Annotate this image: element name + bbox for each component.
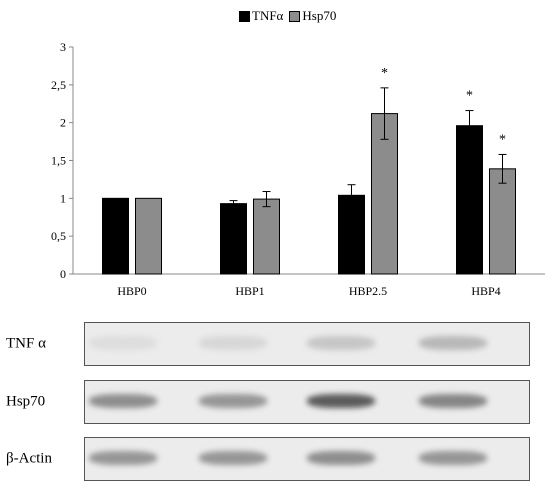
blot-row-hsp70: Hsp70 (0, 380, 550, 424)
y-tick-label: 3 (60, 40, 66, 54)
legend-item-hsp70: Hsp70 (289, 8, 336, 24)
legend: TNFα Hsp70 (239, 8, 342, 24)
x-tick-label: HBP1 (235, 284, 264, 298)
x-tick-label: HBP0 (117, 284, 146, 298)
y-tick-label: 0,5 (51, 229, 66, 243)
blot-strip-hsp70 (84, 380, 530, 424)
y-tick-label: 2,5 (51, 78, 66, 92)
bar (338, 194, 365, 275)
y-tick-label: 1,5 (51, 154, 66, 168)
blot-band (419, 336, 487, 350)
blot-row-tnfa: TNF α (0, 322, 550, 366)
blot-label-tnfa: TNF α (6, 335, 46, 352)
blot-band (199, 336, 267, 350)
legend-item-tnfa: TNFα (239, 8, 283, 24)
blot-band (307, 394, 375, 408)
blot-strip-tnfa (84, 322, 530, 366)
blot-row-beta-actin: β-Actin (0, 437, 550, 481)
blot-band (307, 336, 375, 350)
blot-band (89, 394, 157, 408)
y-tick-label: 1 (60, 191, 66, 205)
bar (102, 197, 129, 275)
legend-swatch-hsp70 (289, 10, 301, 22)
x-tick-label: HBP4 (471, 284, 500, 298)
x-axis: HBP0 HBP1 HBP2.5 HBP4 (73, 273, 545, 298)
y-axis: 0 0,5 1 1,5 2 2,5 3 (51, 40, 74, 281)
blot-band (307, 451, 375, 465)
y-tick-label: 0 (60, 267, 66, 281)
significance-marker: * (381, 66, 388, 81)
bar (220, 203, 247, 275)
legend-swatch-tnfa (239, 10, 250, 22)
blot-band (199, 394, 267, 408)
y-tick-label: 2 (60, 116, 66, 130)
blot-band (89, 451, 157, 465)
blot-band (419, 451, 487, 465)
blot-label-beta-actin: β-Actin (6, 450, 52, 467)
significance-marker: * (466, 89, 473, 104)
bar (253, 198, 280, 275)
blot-strip-beta-actin (84, 437, 530, 481)
bars: * * * (102, 66, 516, 275)
bar (456, 125, 483, 275)
x-tick-label: HBP2.5 (349, 284, 387, 298)
bar (135, 197, 162, 275)
blot-band (419, 394, 487, 408)
bar (489, 168, 516, 275)
blot-band (89, 336, 157, 350)
legend-label-tnfa: TNFα (252, 8, 284, 23)
blot-label-hsp70: Hsp70 (6, 393, 46, 410)
legend-label-hsp70: Hsp70 (302, 8, 337, 23)
significance-marker: * (499, 132, 506, 147)
bar-chart: 0 0,5 1 1,5 2 2,5 3 HBP0 HBP1 HBP2.5 HBP4 * * * (51, 40, 545, 298)
blot-band (199, 451, 267, 465)
